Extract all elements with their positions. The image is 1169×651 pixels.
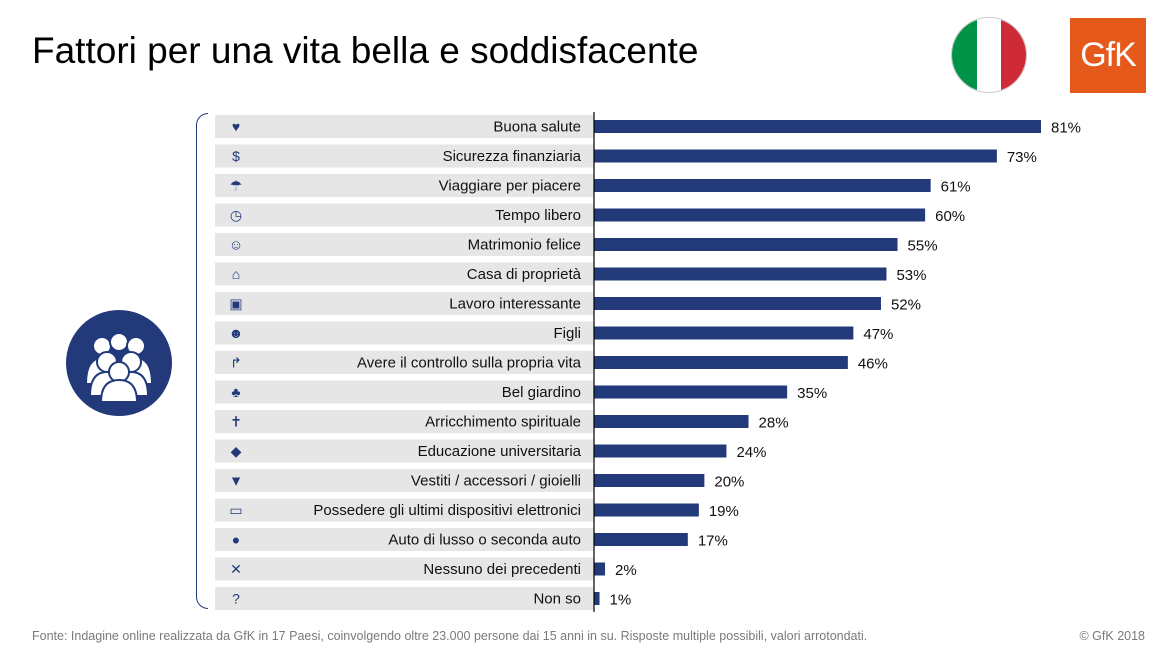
house-icon: ⌂ — [232, 266, 240, 282]
row-background — [215, 174, 594, 197]
bar — [594, 474, 705, 487]
graduation-cap-icon: ◆ — [231, 443, 242, 459]
data-label: 81% — [1051, 120, 1081, 137]
money-icon: $ — [232, 148, 240, 164]
category-label: Figli — [553, 325, 581, 342]
close-icon: ✕ — [230, 561, 242, 577]
bar — [594, 356, 848, 369]
data-label: 20% — [714, 474, 744, 491]
clock-icon: ◷ — [230, 207, 242, 223]
data-label: 47% — [863, 326, 893, 343]
category-label: Viaggiare per piacere — [439, 178, 581, 195]
data-label: 19% — [709, 503, 739, 520]
category-label: Tempo libero — [495, 207, 581, 224]
category-label: Bel giardino — [502, 384, 581, 401]
row-background — [215, 144, 594, 168]
bar — [594, 208, 926, 222]
row-background — [215, 262, 594, 286]
tree-icon: ♣ — [231, 384, 240, 400]
category-label: Matrimonio felice — [468, 237, 581, 254]
bar — [594, 179, 931, 192]
category-label: Auto di lusso o seconda auto — [388, 532, 581, 549]
row-background — [215, 351, 594, 374]
row-background — [215, 292, 594, 315]
data-label: 52% — [891, 297, 921, 314]
bar — [594, 120, 1041, 133]
people-group-icon — [66, 310, 172, 416]
category-label: Non so — [533, 591, 581, 608]
devices-icon: ▭ — [229, 502, 242, 518]
data-label: 24% — [736, 444, 766, 461]
bar — [594, 444, 727, 458]
category-label: Casa di proprietà — [467, 266, 582, 283]
page-title: Fattori per una vita bella e soddisfacen… — [32, 30, 699, 71]
data-label: 60% — [935, 208, 965, 225]
category-label: Nessuno dei precedenti — [423, 561, 581, 578]
book-icon: ✝ — [230, 414, 242, 430]
couple-icon: ☺ — [229, 237, 243, 253]
category-label: Buona salute — [493, 119, 581, 136]
row-background — [215, 557, 594, 581]
bar — [594, 297, 881, 310]
flag-stripe-white — [976, 18, 1002, 92]
bar — [594, 326, 854, 340]
data-label: 17% — [698, 533, 728, 550]
row-background — [215, 528, 594, 551]
row-background — [215, 410, 594, 433]
signpost-icon: ↱ — [230, 355, 242, 371]
category-label: Educazione universitaria — [418, 443, 582, 460]
data-label: 53% — [896, 267, 926, 284]
data-label: 2% — [615, 562, 637, 579]
bar — [594, 533, 688, 546]
data-label: 55% — [908, 238, 938, 255]
row-background — [215, 380, 594, 404]
row-background — [215, 233, 594, 256]
bar — [594, 385, 788, 399]
gfk-logo: GfK — [1070, 18, 1146, 93]
heart-pulse-icon: ♥ — [232, 119, 240, 135]
row-background — [215, 439, 594, 463]
row-background — [215, 587, 594, 610]
category-label: Sicurezza finanziaria — [443, 148, 582, 165]
category-label: Avere il controllo sulla propria vita — [357, 355, 582, 372]
data-label: 1% — [610, 592, 632, 609]
copyright-text: © GfK 2018 — [1079, 629, 1146, 643]
data-label: 46% — [858, 356, 888, 373]
clothes-icon: ▼ — [229, 473, 243, 489]
data-label: 61% — [941, 179, 971, 196]
data-label: 28% — [759, 415, 789, 432]
question-icon: ? — [232, 591, 240, 607]
category-label: Vestiti / accessori / gioielli — [411, 473, 581, 490]
row-background — [215, 203, 594, 227]
bar — [594, 415, 749, 428]
palm-tree-icon: ☂ — [230, 178, 243, 194]
category-label: Lavoro interessante — [449, 296, 581, 313]
bar — [594, 562, 606, 576]
source-footnote: Fonte: Indagine online realizzata da GfK… — [32, 629, 868, 643]
bar — [594, 503, 699, 517]
data-label: 73% — [1007, 149, 1037, 166]
category-label: Arricchimento spirituale — [425, 414, 581, 431]
row-background — [215, 321, 594, 345]
children-icon: ☻ — [229, 325, 244, 341]
row-background — [215, 115, 594, 138]
bar — [594, 592, 600, 605]
row-background — [215, 498, 594, 522]
bar — [594, 267, 887, 281]
row-background — [215, 469, 594, 492]
bar — [594, 238, 898, 251]
bar — [594, 149, 997, 163]
category-label: Possedere gli ultimi dispositivi elettro… — [313, 502, 581, 519]
data-label: 35% — [797, 385, 827, 402]
briefcase-icon: ▣ — [229, 296, 242, 312]
car-icon: ● — [232, 532, 240, 548]
